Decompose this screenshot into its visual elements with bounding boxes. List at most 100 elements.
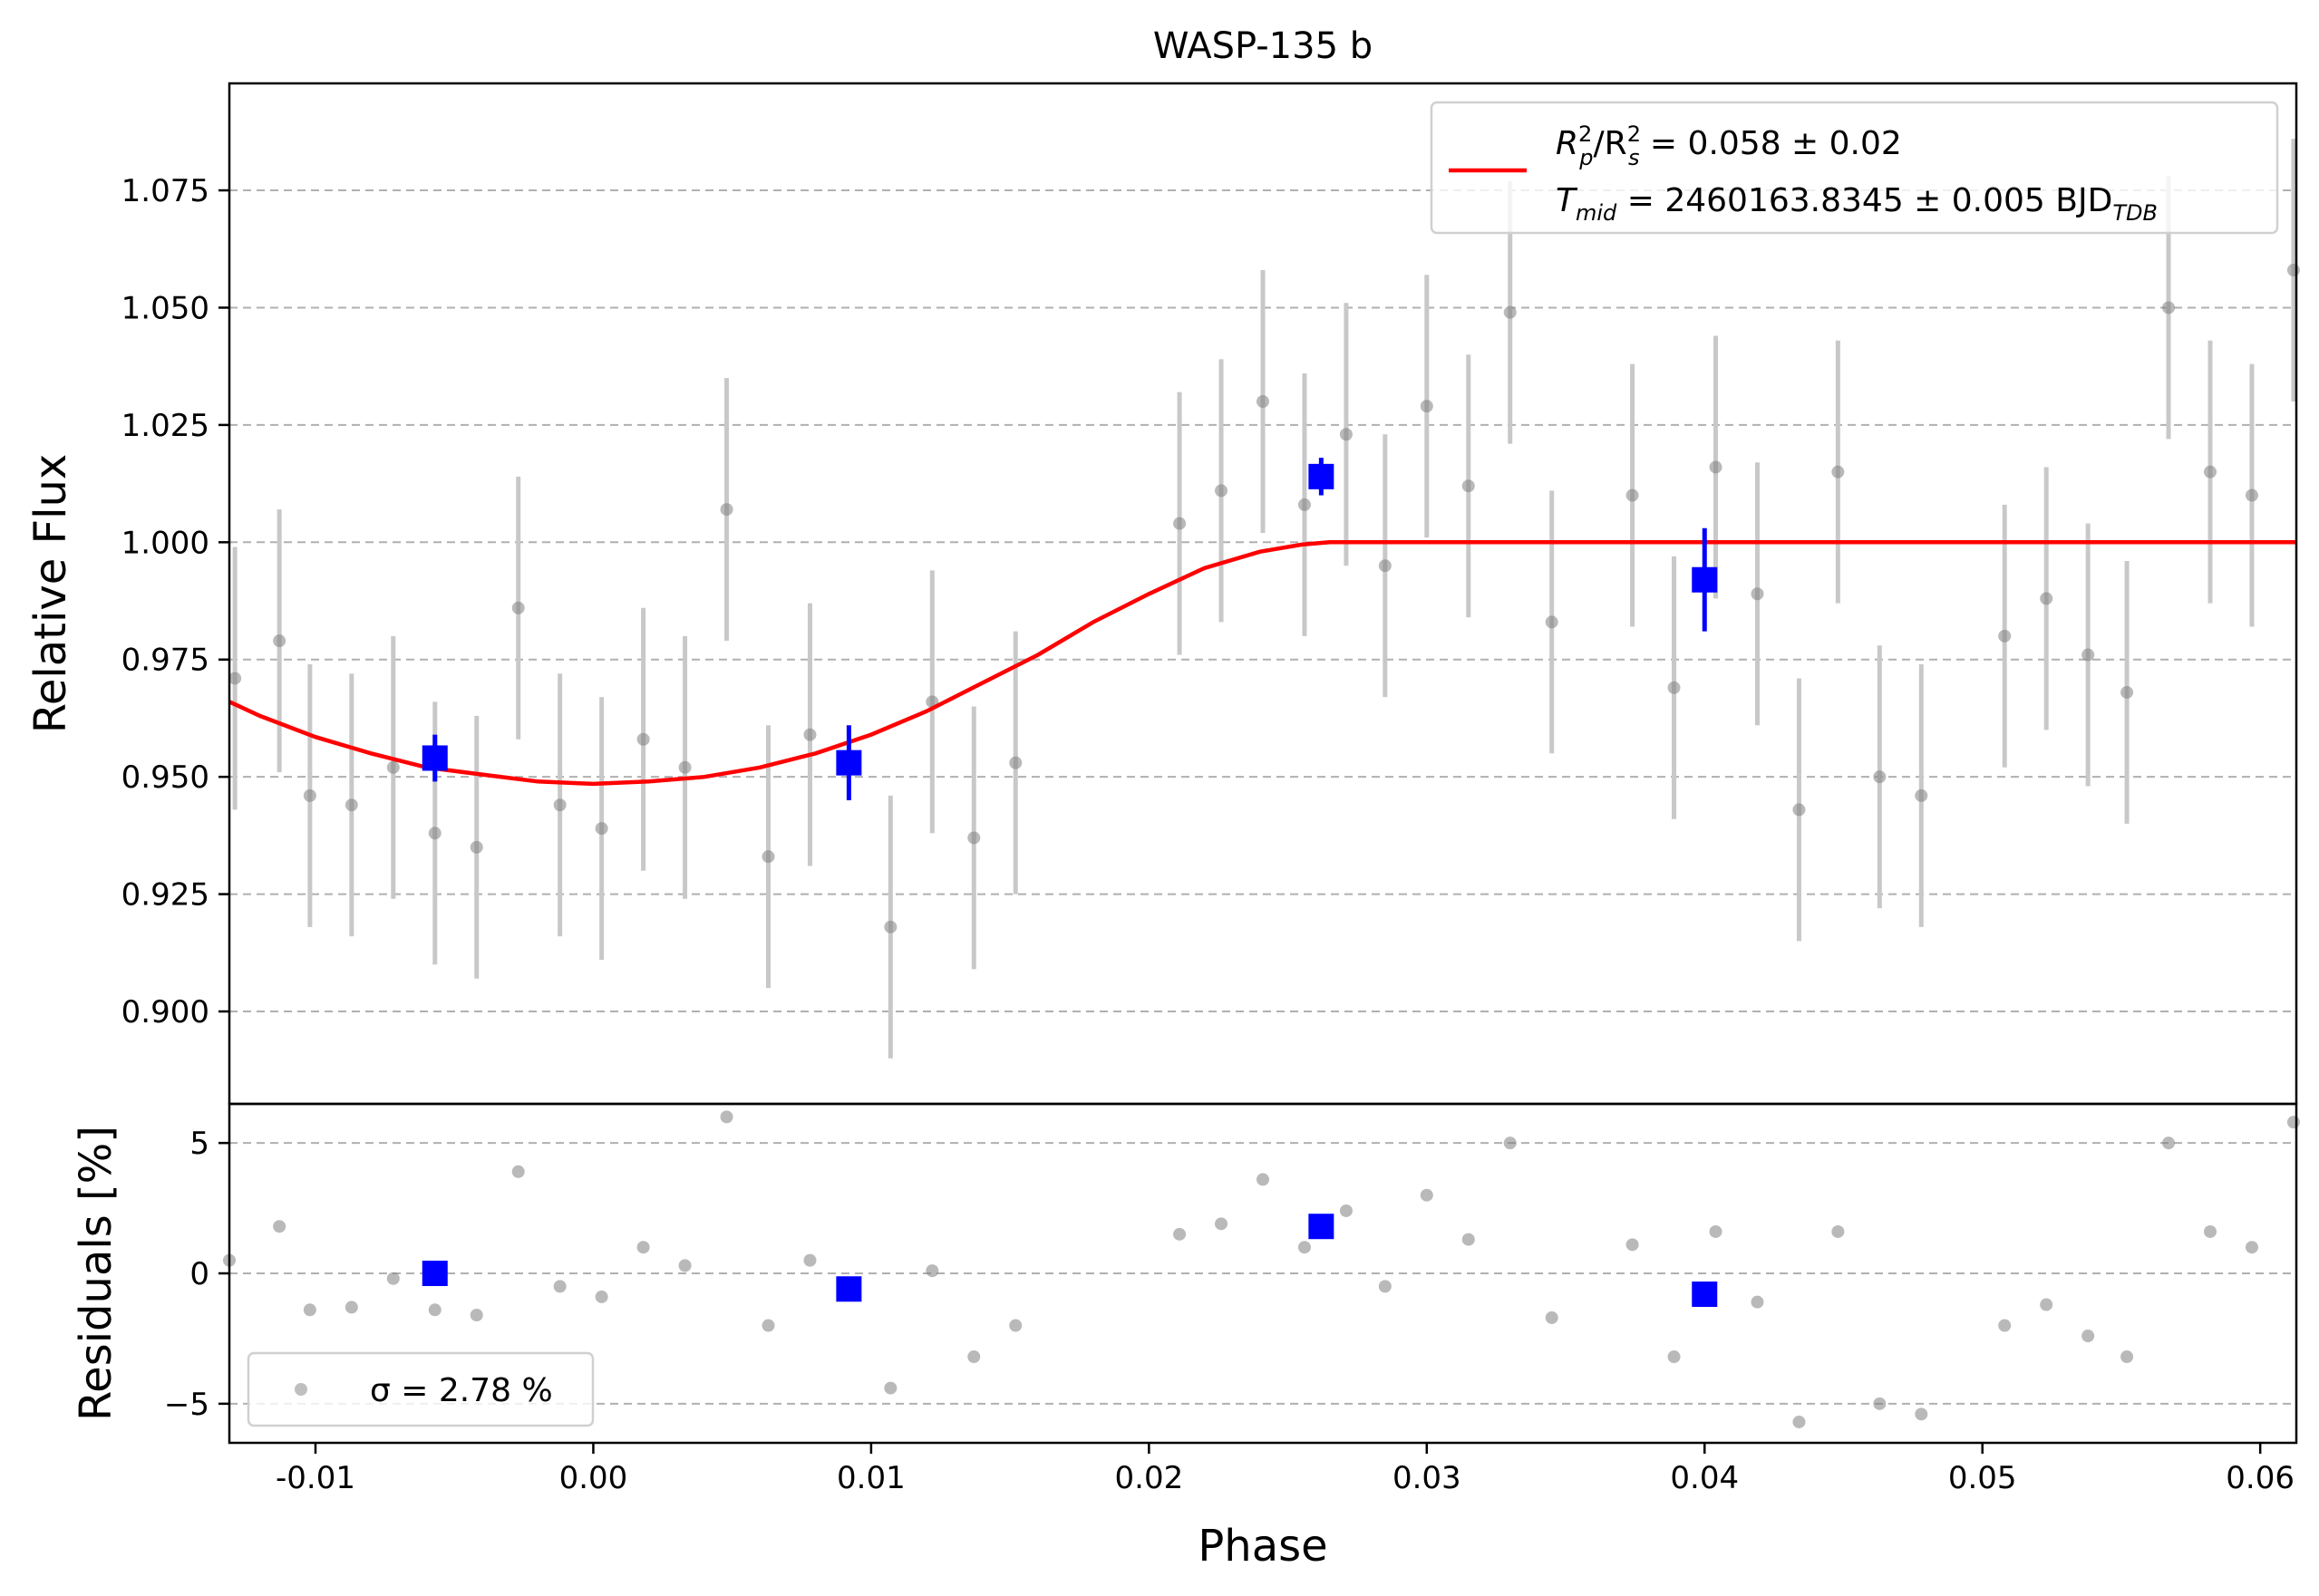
residual-point [967, 1350, 981, 1364]
x-tick-label: -0.01 [276, 1460, 355, 1496]
residual-point [1625, 1238, 1639, 1252]
raw-point [1420, 400, 1433, 413]
top-y-tick-label: 0.950 [121, 759, 209, 796]
raw-point [884, 920, 898, 933]
top-y-tick-label: 1.025 [121, 408, 209, 444]
residual-point [884, 1381, 898, 1395]
raw-point [2081, 648, 2095, 662]
residual-point [720, 1110, 733, 1124]
residual-point [1339, 1204, 1353, 1217]
residual-point [2286, 1116, 2300, 1129]
residual-point [303, 1303, 316, 1317]
residual-point [2204, 1224, 2217, 1238]
raw-point [1915, 788, 1928, 802]
raw-point [678, 760, 692, 774]
x-tick-label: 0.03 [1392, 1460, 1461, 1496]
residual-point [2081, 1330, 2095, 1343]
raw-point [1751, 587, 1764, 601]
top-y-tick-label: 1.050 [121, 290, 209, 326]
bottom-y-axis-label: Residuals [%] [71, 1126, 121, 1421]
residual-point [2162, 1137, 2176, 1150]
raw-point [1173, 517, 1187, 530]
raw-point [470, 840, 483, 854]
top-panel-binned-points [422, 458, 1718, 801]
top-panel-frame [228, 82, 2298, 1106]
residual-point [1792, 1415, 1806, 1428]
residual-point [1915, 1407, 1928, 1421]
residual-point [553, 1280, 567, 1293]
residual-point [1420, 1188, 1433, 1202]
residual-point [1297, 1241, 1311, 1254]
x-tick-label: 0.00 [559, 1460, 628, 1496]
bottom-legend: σ = 2.78 % [247, 1351, 595, 1427]
raw-point [2245, 488, 2258, 502]
residual-point [636, 1241, 650, 1254]
transit-model-curve [228, 540, 2296, 787]
top-panel-y-ticks: 0.900 0.925 0.950 0.975 1.000 1.025 1.050 1.075 [121, 173, 229, 1030]
residual-point [1503, 1137, 1517, 1150]
x-tick-label: 0.06 [2226, 1460, 2295, 1496]
residual-point [762, 1319, 775, 1332]
x-axis-ticks: -0.01 0.00 0.01 0.02 0.03 0.04 0.05 0.06 [276, 1443, 2295, 1496]
raw-point [303, 788, 316, 802]
binned-point [836, 750, 862, 776]
binned-residual-point [422, 1261, 448, 1286]
residual-point [1545, 1311, 1558, 1324]
raw-point [1297, 498, 1311, 511]
binned-point [1308, 463, 1334, 489]
residual-point [1461, 1233, 1475, 1246]
x-tick-label: 0.04 [1670, 1460, 1739, 1496]
top-legend: R2 p/R2 s = 0.058 ± 0.02 Tmid = 2460163.83… [1430, 101, 2279, 235]
top-y-tick-label: 1.000 [121, 525, 209, 561]
raw-point [428, 827, 441, 840]
top-y-tick-label: 0.975 [121, 643, 209, 679]
raw-point [2040, 592, 2053, 605]
raw-point [1792, 803, 1806, 817]
residual-point [2245, 1241, 2258, 1254]
raw-point [2162, 301, 2176, 314]
legend-sigma-label: σ = 2.78 % [370, 1372, 553, 1409]
raw-point [1503, 305, 1517, 319]
raw-point [1709, 460, 1722, 474]
residual-point [1173, 1227, 1187, 1241]
binned-point [422, 745, 448, 771]
residual-point [1831, 1224, 1845, 1238]
raw-point [720, 503, 733, 517]
residual-point [678, 1259, 692, 1272]
residual-point [1873, 1397, 1887, 1410]
raw-point [386, 760, 400, 774]
residual-point [1257, 1173, 1269, 1186]
raw-point [511, 601, 525, 614]
residual-point [1709, 1224, 1722, 1238]
residual-point [926, 1264, 939, 1278]
top-y-tick-label: 1.075 [121, 173, 209, 209]
top-legend-box [1430, 101, 2279, 235]
top-y-tick-label: 0.900 [121, 994, 209, 1030]
raw-point [595, 822, 608, 836]
raw-point [273, 634, 286, 648]
residual-point [803, 1253, 817, 1267]
raw-point [636, 732, 650, 746]
raw-point [344, 798, 358, 812]
residual-point [1009, 1319, 1023, 1332]
raw-point [2120, 685, 2134, 699]
raw-point [1215, 484, 1228, 498]
legend-tmid-label: Tmid = 2460163.8345 ± 0.005 BJDTDB [1556, 182, 2158, 226]
bottom-panel-frame [228, 1102, 2298, 1445]
residual-point [344, 1301, 358, 1314]
raw-point [1461, 479, 1475, 493]
bottom-panel-binned-points [422, 1214, 1718, 1308]
top-y-tick-label: 0.925 [121, 877, 209, 914]
residual-point [1378, 1280, 1392, 1293]
x-tick-label: 0.01 [837, 1460, 906, 1496]
binned-residual-point [836, 1276, 862, 1302]
binned-residual-point [1308, 1214, 1334, 1240]
raw-point [1873, 770, 1887, 784]
legend-residual-marker [295, 1383, 307, 1396]
bottom-y-tick-label: −5 [164, 1387, 209, 1423]
top-y-axis-label: Relative Flux [25, 454, 76, 734]
x-tick-label: 0.05 [1948, 1460, 2017, 1496]
residual-point [1751, 1295, 1764, 1309]
bottom-panel-y-ticks: −5 0 5 [164, 1126, 229, 1423]
